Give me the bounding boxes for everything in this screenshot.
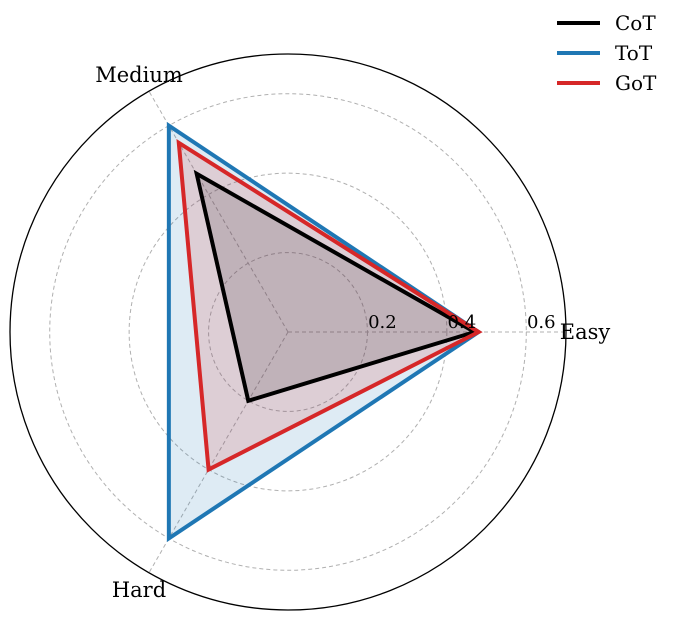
series-fill-cot — [196, 173, 475, 401]
series-fill-got — [178, 142, 479, 470]
grid-circle — [128, 172, 448, 492]
series-fill-tot — [168, 125, 479, 539]
legend-label-got: GoT — [615, 71, 657, 95]
category-label-medium: Medium — [95, 63, 183, 87]
legend-label-cot: CoT — [615, 11, 656, 35]
category-label-easy: Easy — [560, 320, 611, 344]
grid-spoke — [148, 331, 289, 574]
rtick-label: 0.2 — [368, 312, 397, 333]
series-line-got — [176, 138, 483, 473]
category-label-hard: Hard — [112, 578, 166, 602]
outer-circle — [9, 53, 567, 611]
series-line-cot — [193, 169, 480, 404]
rtick-label: 0.4 — [448, 312, 477, 333]
series-line-tot — [166, 121, 483, 543]
rtick-label: 0.6 — [527, 312, 556, 333]
legend-label-tot: ToT — [615, 41, 653, 65]
grid-spoke — [148, 90, 289, 333]
